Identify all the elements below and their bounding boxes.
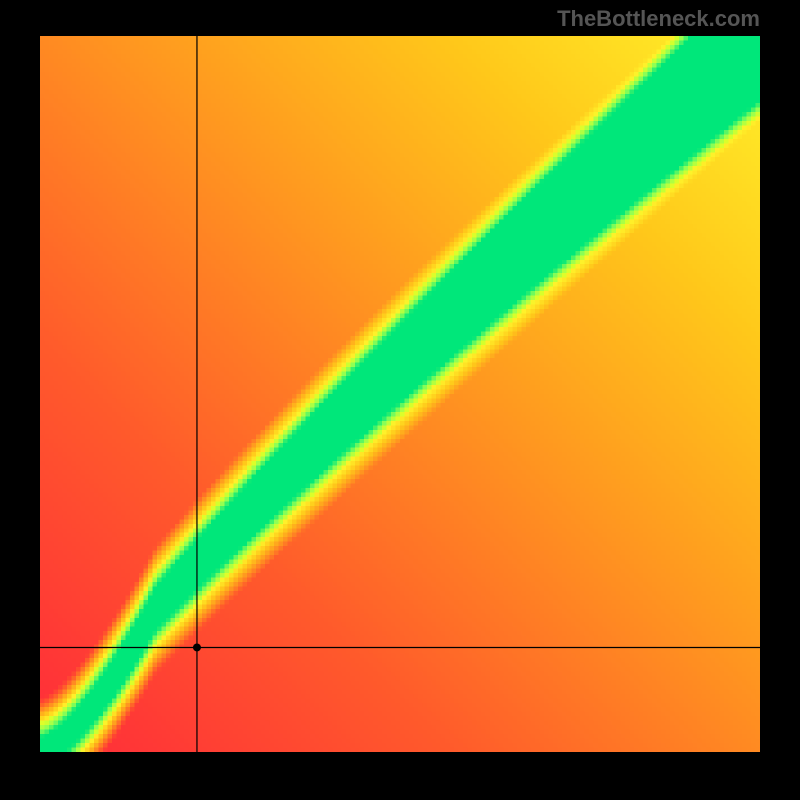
watermark-label: TheBottleneck.com — [557, 6, 760, 32]
bottleneck-heatmap-chart: TheBottleneck.com — [0, 0, 800, 800]
heatmap-canvas — [40, 36, 760, 752]
